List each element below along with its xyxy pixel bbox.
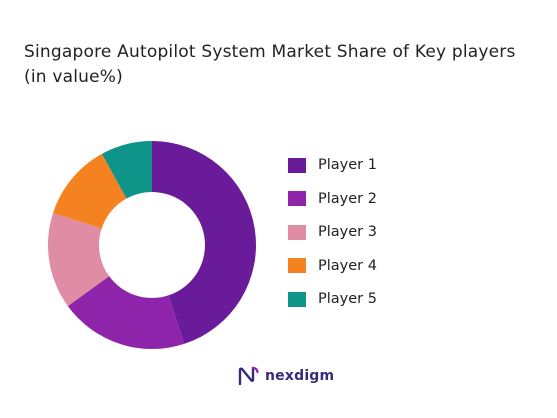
- chart-title-line-2: (in value%): [24, 67, 123, 87]
- legend-label-player-3: Player 3: [318, 224, 377, 240]
- donut-slice-player-5: [101, 141, 152, 199]
- chart-title: Singapore Autopilot System Market Share …: [24, 40, 544, 90]
- legend-swatch-player-5: [288, 291, 306, 307]
- brand-logo: nexdigm: [238, 366, 334, 386]
- donut-slice-player-1: [152, 141, 256, 344]
- brand-name: nexdigm: [265, 368, 335, 384]
- legend-item-player-5: Player 5: [288, 289, 377, 309]
- legend-item-player-4: Player 4: [288, 256, 377, 276]
- legend-item-player-2: Player 2: [288, 189, 377, 209]
- legend-label-player-2: Player 2: [318, 190, 377, 207]
- donut-chart: [48, 141, 256, 350]
- chart-legend: Player 1 Player 2 Player 3 Player 4 Play…: [288, 155, 377, 323]
- legend-swatch-player-4: [288, 258, 306, 273]
- donut-slice-player-3: [48, 212, 110, 307]
- donut-slice-player-4: [53, 153, 127, 229]
- legend-swatch-player-3: [288, 224, 306, 240]
- donut-slice-player-2: [67, 276, 185, 350]
- chart-title-line-1: Singapore Autopilot System Market Share …: [24, 42, 516, 62]
- legend-label-player-4: Player 4: [318, 257, 377, 274]
- legend-label-player-5: Player 5: [318, 291, 377, 307]
- legend-swatch-player-1: [288, 157, 306, 173]
- legend-item-player-3: Player 3: [288, 222, 377, 242]
- legend-swatch-player-2: [288, 191, 306, 206]
- legend-item-player-1: Player 1: [288, 155, 377, 175]
- nexdigm-logo-icon: [238, 366, 259, 386]
- legend-label-player-1: Player 1: [318, 157, 377, 173]
